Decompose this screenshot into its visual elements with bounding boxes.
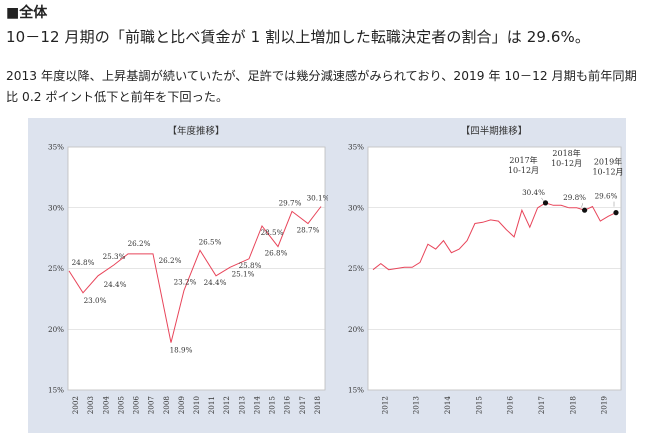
annotation-label: 10-12月 [551, 159, 582, 168]
headline: 10－12 月期の「前職と比べ賃金が 1 割以上増加した転職決定者の割合」は 2… [6, 28, 590, 46]
x-tick-label: 2004 [101, 396, 110, 415]
x-tick-label: 2017 [298, 396, 307, 415]
y-tick-label: 15% [48, 386, 64, 395]
x-tick-label: 2006 [132, 396, 141, 415]
data-label: 28.7% [297, 226, 320, 235]
y-tick-label: 20% [48, 325, 64, 334]
x-tick-label: 2018 [313, 396, 322, 415]
x-tick-label: 2017 [537, 396, 546, 415]
data-label: 25.1% [232, 269, 255, 278]
charts-panel: 【年度推移】 15% 20% 25% 30% 35% 2002 2003 2004 2005 2… [28, 118, 626, 433]
quarterly-trend-chart: 【四半期推移】 15% 20% 25% 30% 35% 2012 2013 2014 2015… [348, 125, 624, 415]
grid-lines [368, 146, 621, 391]
x-tick-label: 2008 [162, 396, 171, 415]
x-tick-label: 2018 [568, 396, 577, 415]
annotation-label: 10-12月 [508, 166, 539, 175]
x-tick-label: 2016 [283, 396, 292, 415]
x-tick-label: 2015 [268, 396, 277, 415]
data-label: 24.8% [72, 258, 95, 267]
data-label: 28.5% [261, 228, 284, 237]
annotation-labels: 2017年10-12月30.4%2018年10-12月29.8%2019年10-… [508, 148, 624, 202]
chart-title: 【年度推移】 [167, 125, 224, 137]
data-label: 23.2% [174, 277, 197, 286]
annotation-marker [613, 210, 619, 216]
annotation-label: 2018年 [552, 148, 580, 158]
x-tick-label: 2016 [506, 396, 515, 415]
x-tick-label: 2019 [600, 396, 609, 415]
annotation-marker [582, 207, 588, 213]
x-axis: 2012 2013 2014 2015 2016 2017 2018 2019 [380, 396, 608, 415]
x-tick-label: 2005 [116, 396, 125, 415]
annotation-value: 30.4% [522, 188, 545, 197]
data-label: 24.4% [204, 278, 227, 287]
data-labels: 24.8%23.0%24.4%25.3%26.2%26.2%18.9%23.2%… [72, 194, 328, 355]
x-tick-label: 2010 [192, 396, 201, 415]
x-tick-label: 2015 [474, 396, 483, 415]
x-tick-label: 2003 [86, 396, 95, 415]
chart-title: 【四半期推移】 [461, 125, 528, 137]
data-label: 18.9% [170, 346, 193, 355]
annotation-value: 29.6% [595, 192, 618, 201]
y-axis: 15% 20% 25% 30% 35% [48, 143, 64, 395]
y-axis: 15% 20% 25% 30% 35% [348, 143, 364, 395]
x-tick-label: 2014 [252, 396, 261, 415]
x-tick-label: 2009 [177, 396, 186, 415]
x-tick-label: 2014 [443, 396, 452, 415]
annotation-leader [541, 197, 544, 202]
annotation-label: 10-12月 [592, 168, 623, 177]
y-tick-label: 30% [48, 203, 64, 212]
data-label: 25.3% [103, 252, 126, 261]
y-tick-label: 30% [348, 203, 364, 212]
data-label: 26.2% [159, 256, 182, 265]
annotation-leader [581, 203, 583, 208]
x-tick-label: 2012 [380, 396, 389, 414]
series-line [68, 206, 322, 343]
annotation-marker [542, 200, 549, 206]
data-label: 26.8% [265, 249, 288, 258]
x-tick-label: 2013 [412, 396, 421, 415]
data-label: 23.0% [84, 296, 107, 305]
annual-trend-chart: 【年度推移】 15%20%25%30%35% 2002 2003 2004 2005 2… [48, 125, 328, 415]
data-label: 29.7% [279, 198, 302, 207]
y-tick-label: 35% [348, 143, 364, 152]
annotation-markers [541, 197, 619, 216]
x-tick-label: 2002 [71, 396, 80, 414]
x-axis: 2002 2003 2004 2005 2006 2007 2008 2009 2010 2011… [71, 396, 322, 415]
y-tick-label: 25% [48, 264, 64, 273]
annotation-value: 29.8% [563, 193, 586, 202]
x-tick-label: 2007 [147, 396, 156, 415]
data-label: 30.1% [307, 194, 328, 203]
data-label: 25.8% [239, 261, 262, 270]
data-label: 26.2% [128, 239, 151, 248]
data-label: 26.5% [199, 237, 222, 246]
y-tick-label: 35% [48, 143, 64, 152]
annotation-label: 2019年 [594, 157, 622, 167]
x-tick-label: 2013 [237, 396, 246, 415]
y-tick-label: 25% [348, 264, 364, 273]
series-line [372, 202, 617, 271]
section-title: ■全体 [6, 5, 48, 21]
annotation-label: 2017年 [509, 155, 537, 165]
y-tick-label: 15% [348, 386, 364, 395]
grid-lines [68, 146, 325, 391]
body-paragraph: 2013 年度以降、上昇基調が続いていたが、足許では幾分減速感がみられており、2… [6, 69, 637, 104]
x-tick-label: 2011 [207, 396, 216, 414]
data-label: 24.4% [104, 280, 127, 289]
x-tick-label: 2012 [222, 396, 231, 414]
y-tick-label: 20% [348, 325, 364, 334]
